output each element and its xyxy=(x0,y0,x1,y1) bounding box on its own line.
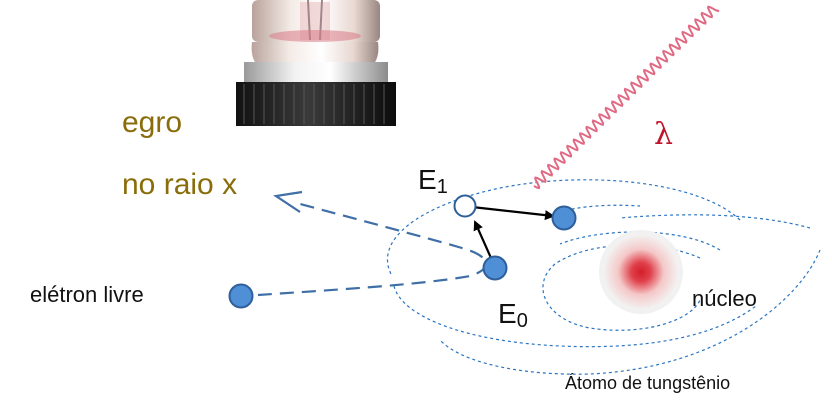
e1-label: E1 xyxy=(418,164,448,198)
vacancy-e1 xyxy=(453,194,477,218)
title-line-1: egro xyxy=(122,106,183,139)
xray-photon-wave xyxy=(533,5,720,190)
free-electron-path xyxy=(257,202,488,297)
nucleus xyxy=(603,234,679,310)
free-electron-label: elétron livre xyxy=(30,282,144,307)
orbit-far-top xyxy=(619,214,811,229)
e0-label: E0 xyxy=(498,298,528,332)
arrow-e1-to-electron xyxy=(471,205,555,221)
orbit-outer-top xyxy=(386,179,741,277)
orbit-outer-bottom xyxy=(393,285,757,348)
electron-orbit xyxy=(551,205,577,231)
lambda-label: λ xyxy=(654,117,674,152)
title-line-2: no raio x xyxy=(122,168,238,201)
electron-exit-arrowhead xyxy=(273,190,303,213)
arrow-e0-to-e1 xyxy=(473,220,493,259)
free-electron xyxy=(228,283,254,309)
electron-e0 xyxy=(482,255,508,281)
atom-label: Átomo de tungstênio xyxy=(565,373,731,393)
nucleus-label: núcleo xyxy=(692,286,757,311)
orbit-inner xyxy=(542,244,701,331)
xray-tube-image xyxy=(236,0,396,126)
